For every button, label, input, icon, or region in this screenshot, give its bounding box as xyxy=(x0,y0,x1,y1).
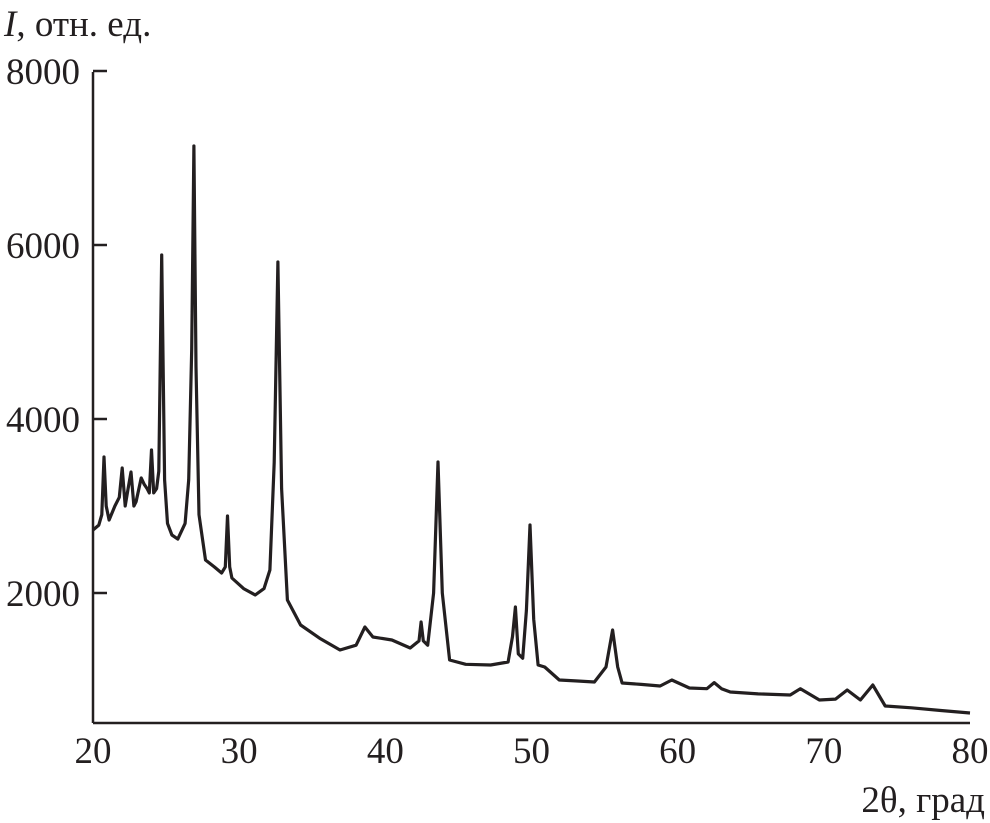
series-line xyxy=(91,144,971,715)
x-tick-label: 40 xyxy=(367,731,404,772)
y-axis-label: I, отн. ед. xyxy=(3,4,151,45)
x-tick-label: 60 xyxy=(659,731,696,772)
x-tick-label: 30 xyxy=(221,731,258,772)
x-tick-label: 70 xyxy=(805,731,842,772)
axes xyxy=(91,72,970,725)
y-tick-label: 6000 xyxy=(6,226,80,267)
x-axis-label: 2θ, град xyxy=(861,780,985,821)
x-tick-label: 20 xyxy=(75,731,112,772)
y-tick-label: 2000 xyxy=(6,574,80,615)
y-tick-label: 8000 xyxy=(6,52,80,93)
y-tick-label: 4000 xyxy=(6,400,80,441)
x-tick-label: 50 xyxy=(513,731,550,772)
x-tick-label: 80 xyxy=(952,731,989,772)
